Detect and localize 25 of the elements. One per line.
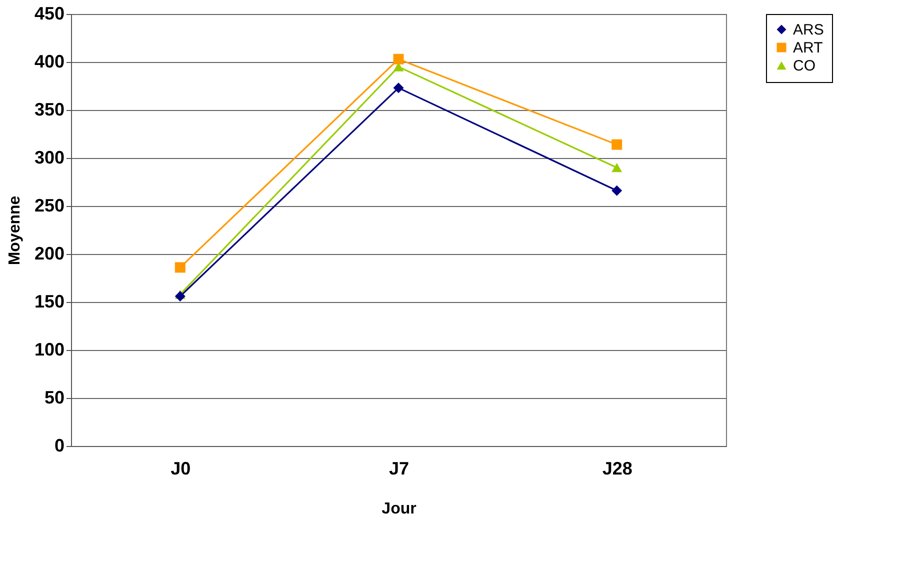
point (612, 185, 622, 196)
y-tick-label: 0 (54, 436, 64, 456)
y-tick-label: 150 (34, 292, 64, 312)
x-tick-label: J28 (602, 458, 632, 478)
point (612, 163, 622, 172)
y-tick-label: 200 (34, 244, 64, 264)
legend-label: ARS (793, 22, 824, 38)
x-tick-label: J0 (170, 458, 191, 478)
point (393, 54, 404, 64)
y-tick-label: 250 (34, 196, 64, 216)
y-tick-label: 50 (44, 388, 64, 408)
point (612, 139, 622, 150)
y-tick-label: 400 (34, 52, 64, 72)
x-tick-label: J7 (388, 458, 410, 478)
y-tick-label: 450 (34, 4, 64, 24)
legend-label: CO (793, 58, 816, 74)
point (174, 262, 186, 273)
point (174, 290, 186, 302)
y-tick-label: 300 (34, 148, 64, 168)
point (393, 82, 404, 94)
x-axis-title: Jour (382, 500, 416, 518)
y-axis-title: Moyenne (6, 196, 24, 266)
y-tick-label: 350 (34, 100, 64, 120)
y-tick-label: 100 (34, 340, 64, 360)
legend-label: ART (793, 40, 823, 56)
